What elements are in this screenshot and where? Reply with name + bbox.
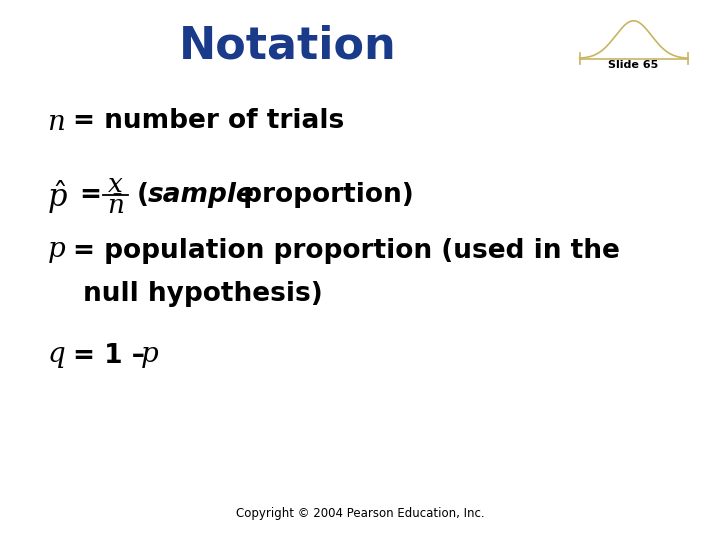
Text: $p$: $p$ <box>140 342 160 370</box>
Text: null hypothesis): null hypothesis) <box>83 281 323 307</box>
Text: $x$: $x$ <box>107 172 123 198</box>
Text: Slide 65: Slide 65 <box>608 60 659 70</box>
Text: $n$: $n$ <box>47 107 65 136</box>
Text: Copyright © 2004 Pearson Education, Inc.: Copyright © 2004 Pearson Education, Inc. <box>235 507 485 519</box>
Text: $q$: $q$ <box>47 342 66 370</box>
Text: proportion): proportion) <box>234 183 414 208</box>
Text: $\hat{p}$: $\hat{p}$ <box>47 178 68 216</box>
Text: = 1 –: = 1 – <box>73 343 154 369</box>
Text: $p$: $p$ <box>47 237 66 265</box>
Text: = population proportion (used in the: = population proportion (used in the <box>73 238 621 264</box>
Text: = number of trials: = number of trials <box>73 109 345 134</box>
Text: Notation: Notation <box>179 24 397 68</box>
Text: $\bar{n}$: $\bar{n}$ <box>107 194 124 220</box>
Text: sample: sample <box>148 183 254 208</box>
Text: (: ( <box>137 183 149 208</box>
Text: =: = <box>79 183 102 208</box>
